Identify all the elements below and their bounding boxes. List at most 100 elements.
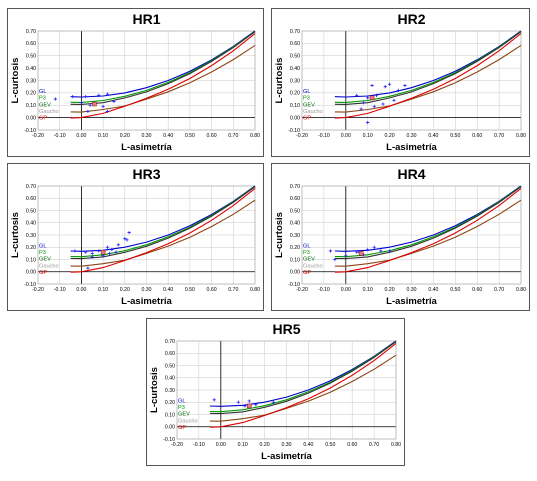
chart-svg: HR2-0.20 -0.10 0.00 0.10 0.20 0.30 0.40 0.50 0.6… (274, 11, 526, 153)
chart-svg: HR3-0.20 -0.10 0.00 0.10 0.20 0.30 0.40 0.50 0.6… (10, 166, 260, 307)
y-tick-label: 0.50 (290, 208, 300, 214)
x-tick-label: 0.70 (369, 442, 379, 448)
legend-label-gaucho: Gaucho (39, 109, 59, 115)
station-point (396, 88, 400, 92)
series-line-gl (70, 185, 256, 252)
series-line-gl (334, 30, 522, 98)
station-point (366, 120, 370, 125)
y-tick-label: 0.10 (26, 103, 36, 109)
station-point (114, 250, 118, 254)
series-line-gev (209, 341, 397, 415)
x-tick-label: 0.80 (516, 287, 526, 293)
legend-label-gl: GL (303, 89, 310, 95)
station-point (86, 109, 90, 114)
plot-area (176, 340, 397, 440)
station-point (392, 98, 396, 102)
chart-panel-hr4: HR4 -0.20 -0.10 0.00 0.10 0.20 0.30 0.40 0.50 0.6… (271, 163, 530, 311)
station-point (110, 248, 114, 252)
x-tick-label: 0.40 (428, 287, 438, 293)
station-point (372, 104, 376, 109)
station-point (370, 83, 374, 88)
plot-area (301, 185, 522, 285)
x-tick-label: 0.00 (216, 442, 226, 448)
series-line-gev (334, 31, 522, 105)
series-line-gaucho (209, 354, 397, 422)
y-tick-label: -0.10 (288, 282, 300, 288)
station-point (247, 399, 251, 403)
station-point (381, 102, 385, 106)
station-point (88, 103, 92, 107)
chart-svg: HR5-0.20 -0.10 0.00 0.10 0.20 0.30 0.40 0.50 0.6… (149, 321, 401, 462)
x-tick-label: -0.20 (171, 442, 183, 448)
legend-label-gaucho: Gaucho (303, 263, 323, 269)
y-tick-label: 0.50 (26, 54, 36, 60)
y-tick-label: -0.10 (24, 128, 36, 134)
y-tick-label: 0.60 (165, 351, 175, 357)
x-tick-label: 0.60 (347, 442, 357, 448)
x-tick-label: -0.10 (193, 442, 205, 448)
y-tick-label: -0.10 (288, 128, 300, 134)
station-point (328, 249, 333, 253)
series-line-gp (70, 187, 256, 273)
legend-label-gaucho: Gaucho (303, 109, 323, 115)
x-axis-label: L-asimetría (121, 296, 172, 307)
x-tick-label: 0.20 (260, 442, 270, 448)
station-point (105, 92, 110, 96)
series-line-gaucho (334, 199, 522, 267)
x-tick-label: 0.30 (141, 287, 151, 293)
y-tick-label: 0.30 (26, 78, 36, 84)
station-point (243, 404, 247, 408)
y-tick-label: -0.10 (24, 282, 36, 288)
series-line-gl (334, 185, 522, 252)
x-tick-label: -0.20 (296, 287, 308, 293)
station-point (86, 266, 90, 270)
x-tick-label: 0.40 (428, 133, 438, 139)
legend-label-gp: GP (303, 116, 311, 122)
x-tick-label: 0.70 (494, 287, 504, 293)
x-tick-label: 0.50 (450, 287, 460, 293)
station-point (97, 93, 101, 97)
x-tick-label: 0.20 (120, 287, 130, 293)
chart-title: HR1 (132, 11, 160, 27)
station-point (84, 94, 88, 99)
y-tick-label: 0.40 (290, 221, 300, 227)
station-point (379, 249, 383, 253)
plot-area (37, 30, 256, 131)
station-point (71, 94, 75, 99)
station-point (374, 93, 379, 97)
legend-label-gl: GL (39, 89, 46, 95)
legend-label-gp: GP (303, 270, 311, 276)
station-point (108, 251, 112, 255)
y-tick-label: 0.30 (290, 233, 300, 239)
x-tick-label: -0.20 (296, 133, 308, 139)
y-tick-label: 0.00 (165, 425, 175, 431)
station-point (236, 400, 240, 404)
legend-label-p3: P3 (303, 250, 310, 256)
regional-average-point (92, 101, 97, 107)
series-line-gp (334, 33, 522, 119)
station-point (105, 245, 110, 249)
station-point (90, 251, 94, 255)
station-point (90, 255, 94, 259)
station-point (388, 249, 392, 253)
legend-label-p3: P3 (39, 250, 46, 256)
regional-average-point (369, 95, 375, 101)
x-axis-label: L-asimetría (121, 142, 172, 153)
y-tick-label: 0.40 (165, 376, 175, 382)
y-tick-label: 0.60 (290, 41, 300, 47)
y-tick-label: 0.20 (290, 91, 300, 97)
x-tick-label: 0.40 (163, 133, 173, 139)
x-tick-label: 0.30 (406, 133, 416, 139)
regional-average-point (100, 249, 106, 255)
x-tick-label: -0.10 (318, 133, 330, 139)
chart-title: HR3 (132, 166, 160, 182)
legend-label-gp: GP (39, 116, 47, 122)
station-point (101, 104, 105, 109)
y-tick-label: 0.70 (165, 339, 175, 345)
y-axis-label: L-curtosis (149, 367, 160, 413)
x-tick-label: 0.80 (516, 133, 526, 139)
station-point (84, 250, 88, 254)
x-axis-label: L-asimetría (386, 296, 437, 307)
x-tick-label: 0.10 (98, 287, 108, 293)
x-tick-label: -0.20 (32, 287, 44, 293)
